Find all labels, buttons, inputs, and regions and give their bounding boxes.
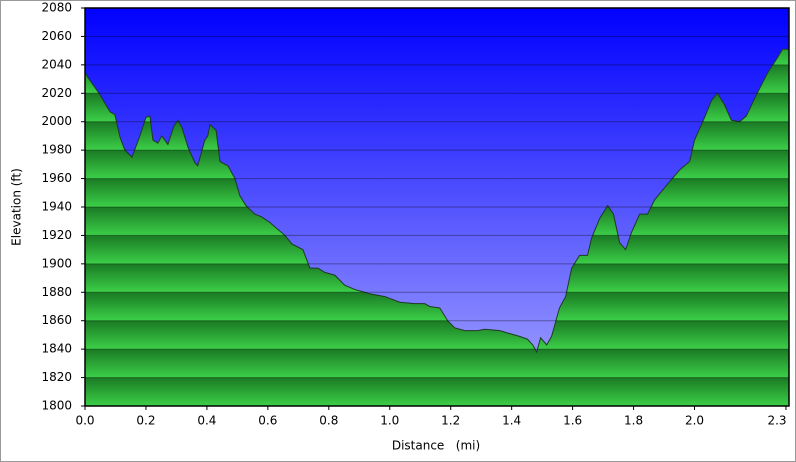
x-tick-label: 0.8 [319,414,338,428]
x-tick-label: 0.0 [75,414,94,428]
y-tick-label: 1800 [41,399,72,413]
x-tick-label: 0.2 [136,414,155,428]
y-tick-label: 1960 [41,171,72,185]
x-tick-label: 0.4 [197,414,216,428]
plot-border [84,7,790,407]
x-axis-title: Distance (mi) [392,439,480,453]
y-tick-label: 2000 [41,114,72,128]
x-tick-label: 1.0 [380,414,399,428]
y-tick-label: 1900 [41,256,72,270]
y-tick-label: 1880 [41,285,72,299]
y-tick-label: 1940 [41,200,72,214]
y-tick-label: 2080 [41,1,72,15]
x-tick-label: 2.0 [685,414,704,428]
x-tick-label: 1.6 [563,414,582,428]
x-tick-label: 0.6 [258,414,277,428]
x-tick-label: 2.3 [767,414,786,428]
x-tick-label: 1.4 [502,414,521,428]
y-tick-label: 1840 [41,342,72,356]
x-tick-label: 1.2 [441,414,460,428]
y-tick-label: 1820 [41,370,72,384]
x-tick-label: 1.8 [624,414,643,428]
y-tick-label: 2040 [41,57,72,71]
y-tick-label: 1920 [41,228,72,242]
y-tick-label: 1980 [41,143,72,157]
y-axis-title: Elevation (ft) [10,168,24,246]
elevation-area [84,48,790,407]
y-tick-label: 2060 [41,29,72,43]
y-tick-label: 2020 [41,86,72,100]
y-tick-label: 1860 [41,313,72,327]
